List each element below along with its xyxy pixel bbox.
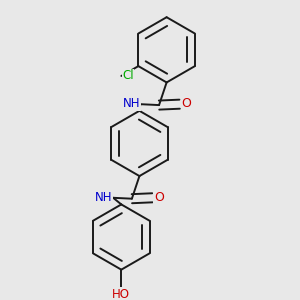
- Text: NH: NH: [122, 97, 140, 110]
- Text: Cl: Cl: [122, 69, 134, 82]
- Text: O: O: [181, 98, 191, 110]
- Text: NH: NH: [95, 191, 113, 204]
- Text: HO: HO: [112, 288, 130, 300]
- Text: O: O: [154, 191, 164, 204]
